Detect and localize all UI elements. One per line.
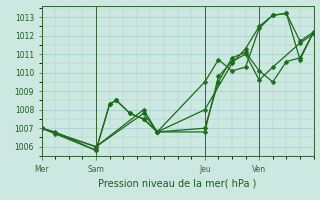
X-axis label: Pression niveau de la mer( hPa ): Pression niveau de la mer( hPa )	[99, 178, 257, 188]
